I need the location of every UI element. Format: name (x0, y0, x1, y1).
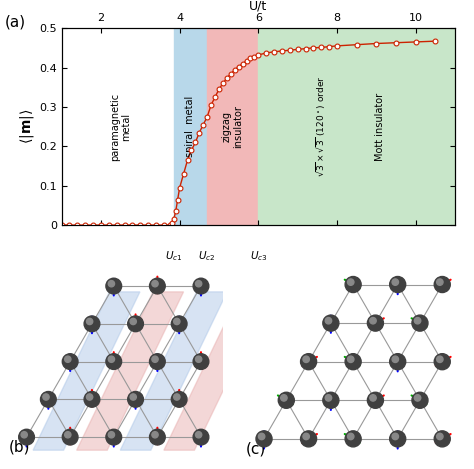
Circle shape (43, 394, 49, 400)
Circle shape (390, 354, 406, 370)
Circle shape (62, 429, 78, 445)
Circle shape (323, 392, 339, 408)
Circle shape (367, 315, 383, 331)
Circle shape (256, 431, 272, 447)
Circle shape (437, 279, 443, 285)
Circle shape (128, 316, 144, 332)
Circle shape (84, 392, 100, 407)
Circle shape (301, 431, 317, 447)
Circle shape (195, 356, 202, 363)
Text: $U_{c1}$: $U_{c1}$ (165, 249, 182, 263)
Circle shape (152, 431, 158, 438)
Circle shape (64, 356, 71, 363)
Circle shape (434, 354, 450, 370)
Circle shape (193, 278, 209, 294)
Circle shape (281, 395, 287, 401)
Circle shape (392, 433, 399, 439)
Circle shape (64, 431, 71, 438)
Circle shape (193, 354, 209, 370)
Circle shape (434, 431, 450, 447)
Circle shape (437, 433, 443, 439)
Circle shape (130, 318, 137, 325)
Circle shape (86, 394, 93, 400)
Circle shape (195, 431, 202, 438)
Circle shape (392, 356, 399, 363)
Circle shape (345, 354, 361, 370)
Circle shape (106, 278, 122, 294)
Circle shape (40, 392, 56, 407)
Circle shape (149, 278, 165, 294)
Circle shape (370, 318, 376, 324)
Bar (207, 28, 258, 225)
Circle shape (171, 316, 187, 332)
Text: $U_{c2}$: $U_{c2}$ (199, 249, 216, 263)
Circle shape (152, 280, 158, 287)
Circle shape (414, 395, 421, 401)
Circle shape (171, 392, 187, 407)
Circle shape (325, 395, 332, 401)
Bar (258, 28, 474, 225)
Circle shape (21, 431, 27, 438)
Circle shape (303, 433, 310, 439)
Circle shape (367, 392, 383, 408)
Circle shape (130, 394, 137, 400)
Circle shape (301, 354, 317, 370)
Polygon shape (33, 292, 140, 450)
Circle shape (347, 433, 354, 439)
Circle shape (149, 429, 165, 445)
Text: $\sqrt{3} \times \sqrt{3}$ (120$^\circ$) order: $\sqrt{3} \times \sqrt{3}$ (120$^\circ$)… (315, 76, 328, 177)
Circle shape (392, 279, 399, 285)
Polygon shape (120, 292, 227, 450)
Circle shape (152, 356, 158, 363)
Text: zigzag
insulator: zigzag insulator (222, 105, 244, 148)
Circle shape (149, 354, 165, 370)
Circle shape (412, 315, 428, 331)
Text: (a): (a) (5, 14, 26, 29)
Circle shape (106, 354, 122, 370)
Circle shape (195, 280, 202, 287)
Circle shape (370, 395, 376, 401)
Circle shape (173, 394, 180, 400)
Circle shape (193, 429, 209, 445)
Circle shape (437, 356, 443, 363)
Text: paramagnetic
metal: paramagnetic metal (110, 92, 131, 161)
Circle shape (106, 429, 122, 445)
Circle shape (347, 356, 354, 363)
Text: $U_{c3}$: $U_{c3}$ (249, 249, 267, 263)
Circle shape (412, 392, 428, 408)
Circle shape (347, 279, 354, 285)
Text: (c): (c) (246, 442, 266, 457)
Circle shape (108, 431, 115, 438)
Y-axis label: $\langle |\mathbf{m}| \rangle$: $\langle |\mathbf{m}| \rangle$ (18, 109, 36, 144)
Circle shape (173, 318, 180, 325)
Circle shape (62, 354, 78, 370)
Circle shape (108, 356, 115, 363)
Circle shape (86, 318, 93, 325)
Circle shape (390, 277, 406, 293)
Circle shape (390, 431, 406, 447)
Polygon shape (77, 292, 183, 450)
Text: spiral  metal: spiral metal (185, 96, 195, 157)
Text: (b): (b) (9, 440, 31, 455)
X-axis label: U/t: U/t (249, 0, 267, 12)
Circle shape (18, 429, 35, 445)
Circle shape (258, 433, 265, 439)
Circle shape (278, 392, 294, 408)
Circle shape (345, 277, 361, 293)
Circle shape (434, 277, 450, 293)
Circle shape (128, 392, 144, 407)
Polygon shape (164, 292, 271, 450)
Circle shape (323, 315, 339, 331)
Circle shape (345, 431, 361, 447)
Text: Mott insulator: Mott insulator (375, 92, 385, 161)
Circle shape (414, 318, 421, 324)
Circle shape (108, 280, 115, 287)
Circle shape (325, 318, 332, 324)
Bar (174, 28, 207, 225)
Circle shape (84, 316, 100, 332)
Circle shape (303, 356, 310, 363)
